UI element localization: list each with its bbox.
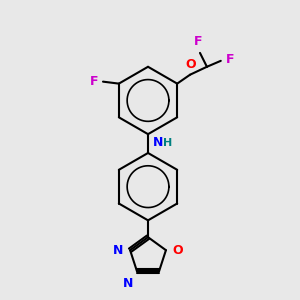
- Text: N: N: [123, 277, 133, 290]
- Text: N: N: [113, 244, 123, 257]
- Text: O: O: [186, 58, 196, 71]
- Text: F: F: [226, 53, 234, 66]
- Text: O: O: [173, 244, 184, 257]
- Text: F: F: [194, 35, 202, 48]
- Text: H: H: [163, 138, 172, 148]
- Text: N: N: [153, 136, 163, 149]
- Text: F: F: [89, 75, 98, 88]
